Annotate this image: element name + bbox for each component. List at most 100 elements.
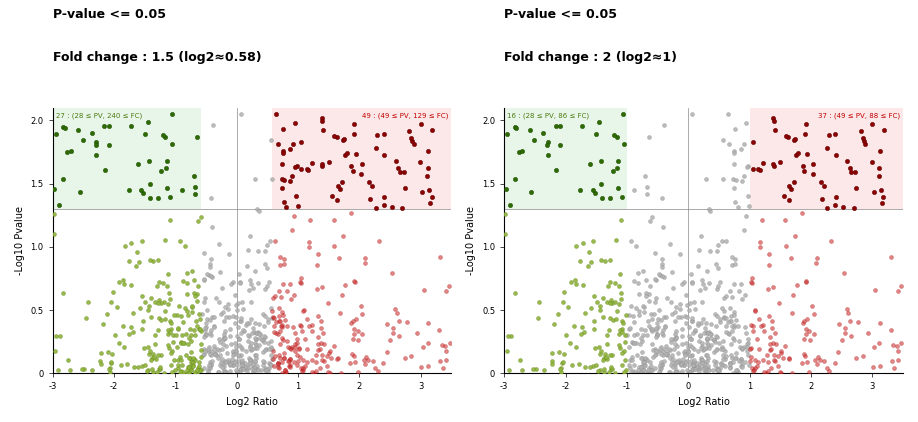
Point [666,356,681,362]
Point [741,192,756,199]
Point [715,136,730,143]
Point [564,279,578,286]
Point [200,307,215,314]
Point [190,370,205,376]
Point [297,335,312,342]
Point [321,369,336,376]
Point [415,188,430,195]
Point [267,293,282,300]
Point [346,131,361,138]
Point [184,366,198,373]
Point [615,317,630,324]
Point [781,197,796,204]
Point [182,364,196,371]
Point [814,196,829,203]
Point [736,173,751,180]
Point [228,339,242,346]
X-axis label: Log2 Ratio: Log2 Ratio [226,397,278,407]
Point [236,365,251,372]
Point [361,357,375,364]
Point [299,358,314,365]
Point [668,366,683,373]
Point [229,348,243,355]
Point [498,230,512,237]
Point [782,355,797,362]
Point [685,279,700,285]
Point [683,342,698,349]
Point [698,366,712,373]
Point [273,317,287,324]
Point [602,327,617,333]
Point [101,123,116,130]
Point [310,312,325,319]
Point [722,360,737,367]
Point [745,322,760,329]
Point [610,157,625,164]
Point [645,354,660,360]
Point [500,333,515,340]
Point [348,316,363,322]
Point [586,238,600,244]
Point [232,357,247,364]
Point [695,360,710,366]
Point [151,194,165,201]
Point [637,361,652,368]
Point [693,361,708,368]
Bar [750,108,903,209]
Point [102,141,117,148]
Point [729,177,744,184]
Point [665,311,679,318]
Point [717,314,732,320]
Point [119,361,134,368]
Point [207,343,221,349]
Point [500,131,515,138]
Point [271,364,285,371]
Point [685,330,700,336]
Point [727,311,742,318]
Point [168,332,183,338]
Point [593,303,608,310]
Point [137,344,151,351]
Point [392,318,407,325]
Point [219,350,234,357]
Point [653,361,667,368]
Point [184,349,198,355]
Point [151,299,165,306]
Point [274,308,289,315]
Point [241,338,255,344]
Point [308,351,323,358]
Point [799,279,813,285]
Point [739,348,754,354]
Point [602,194,617,201]
Point [893,283,908,289]
Point [235,359,250,366]
Point [623,369,638,376]
Point [798,277,812,284]
Point [185,303,199,310]
Point [794,360,809,367]
Point [397,169,411,176]
Point [625,313,640,319]
Point [234,360,249,366]
Point [655,327,670,334]
Point [201,367,216,374]
Bar [504,108,627,209]
Point [269,319,284,325]
Point [709,333,723,340]
Point [689,359,704,366]
Point [726,335,741,341]
Point [242,344,257,351]
Point [167,312,182,319]
Point [783,255,798,262]
Point [221,306,236,312]
Point [221,301,236,308]
Point [551,311,565,317]
Point [616,319,631,326]
Point [698,369,712,376]
Point [127,363,141,370]
Point [261,316,275,322]
Point [157,370,172,376]
Point [330,134,344,141]
Point [146,351,161,357]
Point [241,331,255,338]
